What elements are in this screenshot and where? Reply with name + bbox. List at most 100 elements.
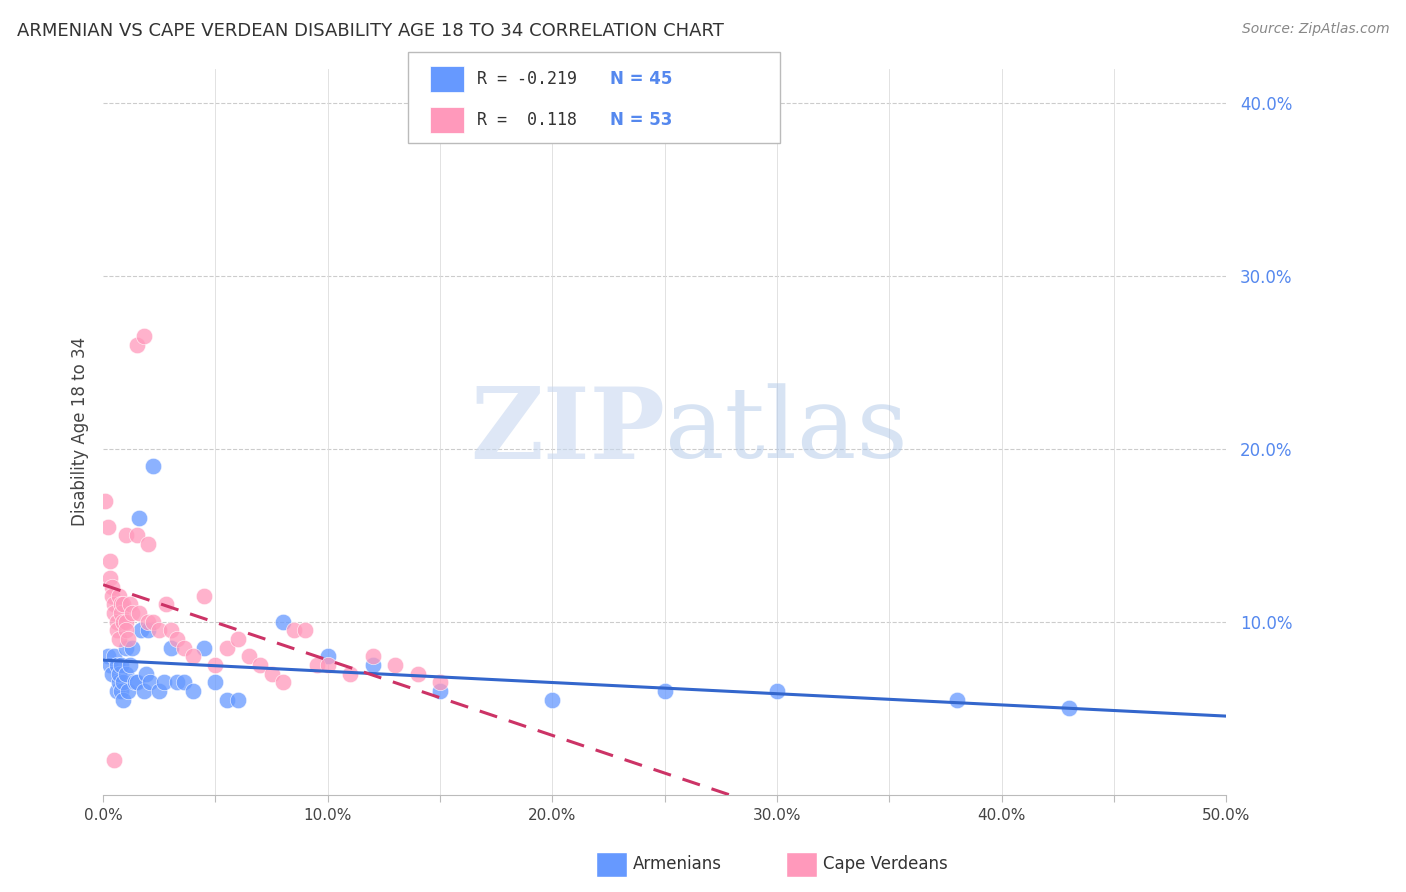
Point bbox=[181, 649, 204, 664]
Point bbox=[112, 598, 135, 612]
Point bbox=[94, 493, 117, 508]
Point bbox=[135, 666, 157, 681]
Point bbox=[260, 666, 283, 681]
Text: atlas: atlas bbox=[665, 384, 907, 480]
Point bbox=[114, 528, 136, 542]
Point bbox=[120, 598, 142, 612]
Point bbox=[124, 675, 146, 690]
Point bbox=[110, 684, 132, 698]
Point bbox=[159, 640, 181, 655]
Point bbox=[316, 657, 339, 672]
Point bbox=[316, 649, 339, 664]
Point bbox=[429, 675, 451, 690]
Point bbox=[101, 666, 124, 681]
Point bbox=[361, 649, 384, 664]
Point bbox=[112, 615, 135, 629]
Point bbox=[108, 675, 131, 690]
Point bbox=[945, 692, 967, 706]
Point bbox=[238, 649, 260, 664]
Point bbox=[429, 684, 451, 698]
Point bbox=[112, 692, 135, 706]
Point bbox=[148, 624, 170, 638]
Point bbox=[117, 632, 139, 646]
Point bbox=[654, 684, 676, 698]
Point bbox=[132, 684, 155, 698]
Point bbox=[384, 657, 406, 672]
Point bbox=[103, 753, 125, 767]
Point bbox=[110, 606, 132, 620]
Point bbox=[103, 606, 125, 620]
Point bbox=[121, 606, 143, 620]
Point bbox=[97, 519, 120, 533]
Text: N = 53: N = 53 bbox=[610, 111, 672, 129]
Point bbox=[339, 666, 361, 681]
Point bbox=[121, 640, 143, 655]
Point bbox=[152, 675, 174, 690]
Point bbox=[105, 657, 128, 672]
Point bbox=[110, 598, 132, 612]
Point bbox=[141, 459, 163, 474]
Point bbox=[105, 615, 128, 629]
Text: Armenians: Armenians bbox=[633, 855, 721, 873]
Point bbox=[155, 598, 177, 612]
Text: Source: ZipAtlas.com: Source: ZipAtlas.com bbox=[1241, 22, 1389, 37]
Y-axis label: Disability Age 18 to 34: Disability Age 18 to 34 bbox=[72, 337, 89, 526]
Point bbox=[249, 657, 271, 672]
Point bbox=[173, 640, 195, 655]
Point bbox=[112, 675, 135, 690]
Point bbox=[131, 624, 153, 638]
Point bbox=[173, 675, 195, 690]
Point bbox=[541, 692, 564, 706]
Point bbox=[105, 684, 128, 698]
Point bbox=[361, 657, 384, 672]
Point bbox=[98, 572, 121, 586]
Text: ARMENIAN VS CAPE VERDEAN DISABILITY AGE 18 TO 34 CORRELATION CHART: ARMENIAN VS CAPE VERDEAN DISABILITY AGE … bbox=[17, 22, 724, 40]
Point bbox=[181, 684, 204, 698]
Text: R =  0.118: R = 0.118 bbox=[477, 111, 576, 129]
Text: N = 45: N = 45 bbox=[610, 70, 672, 88]
Point bbox=[97, 649, 120, 664]
Point bbox=[128, 606, 150, 620]
Point bbox=[108, 666, 131, 681]
Point bbox=[226, 632, 249, 646]
Point bbox=[101, 589, 124, 603]
Point bbox=[271, 615, 294, 629]
Point bbox=[114, 640, 136, 655]
Point bbox=[204, 675, 226, 690]
Point bbox=[215, 640, 238, 655]
Point bbox=[132, 329, 155, 343]
Point bbox=[108, 589, 131, 603]
Point bbox=[1057, 701, 1080, 715]
Point bbox=[141, 615, 163, 629]
Point bbox=[204, 657, 226, 672]
Text: R = -0.219: R = -0.219 bbox=[477, 70, 576, 88]
Point bbox=[125, 528, 148, 542]
Point bbox=[148, 684, 170, 698]
Point bbox=[117, 684, 139, 698]
Point bbox=[98, 554, 121, 568]
Point bbox=[766, 684, 789, 698]
Point bbox=[120, 657, 142, 672]
Point bbox=[125, 338, 148, 352]
Point bbox=[271, 675, 294, 690]
Point bbox=[215, 692, 238, 706]
Point bbox=[114, 624, 136, 638]
Point bbox=[125, 675, 148, 690]
Point bbox=[305, 657, 328, 672]
Point bbox=[166, 632, 188, 646]
Point bbox=[166, 675, 188, 690]
Point bbox=[136, 537, 159, 551]
Point bbox=[105, 624, 128, 638]
Text: ZIP: ZIP bbox=[470, 383, 665, 480]
Point bbox=[101, 580, 124, 594]
Point bbox=[103, 598, 125, 612]
Point bbox=[103, 649, 125, 664]
Text: Cape Verdeans: Cape Verdeans bbox=[823, 855, 948, 873]
Point bbox=[128, 511, 150, 525]
Point bbox=[110, 657, 132, 672]
Point bbox=[159, 624, 181, 638]
Point bbox=[114, 615, 136, 629]
Point bbox=[193, 589, 215, 603]
Point bbox=[406, 666, 429, 681]
Point bbox=[114, 666, 136, 681]
